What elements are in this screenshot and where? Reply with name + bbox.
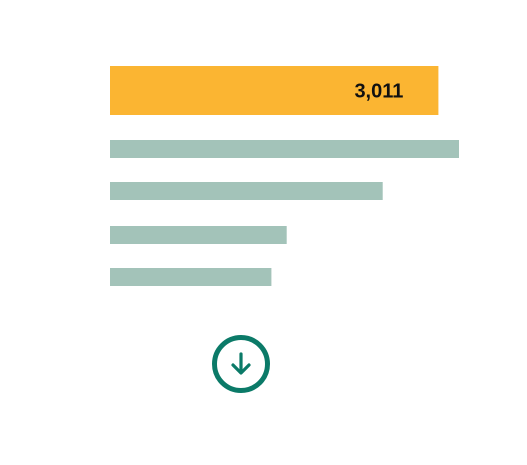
bar-4 [110,226,287,244]
bar-highlighted [110,66,439,115]
bar-2 [110,140,459,158]
bar-5 [110,268,272,286]
bar-value-label: 3,011 [354,81,403,103]
download-arrow-icon [231,352,251,375]
bars-group [110,66,459,286]
labels-group: 3,011 [354,81,403,103]
bar-3 [110,182,383,200]
download-button[interactable] [212,335,270,393]
